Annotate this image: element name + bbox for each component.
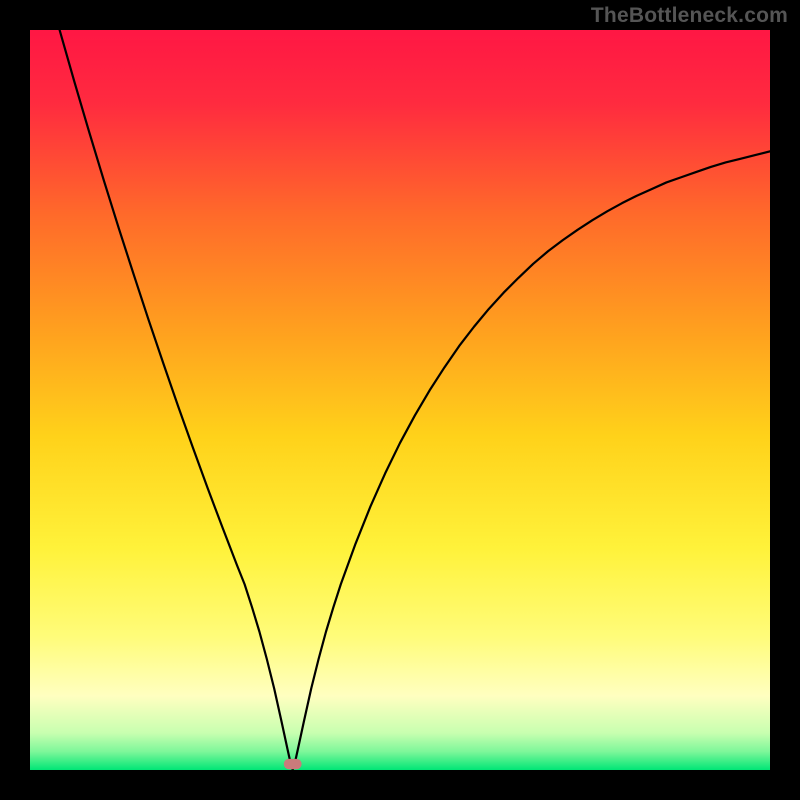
chart-svg [30,30,770,770]
chart-frame: TheBottleneck.com [0,0,800,800]
minimum-marker [284,759,302,769]
chart-background [30,30,770,770]
watermark-text: TheBottleneck.com [591,4,788,28]
plot-area [30,30,770,770]
